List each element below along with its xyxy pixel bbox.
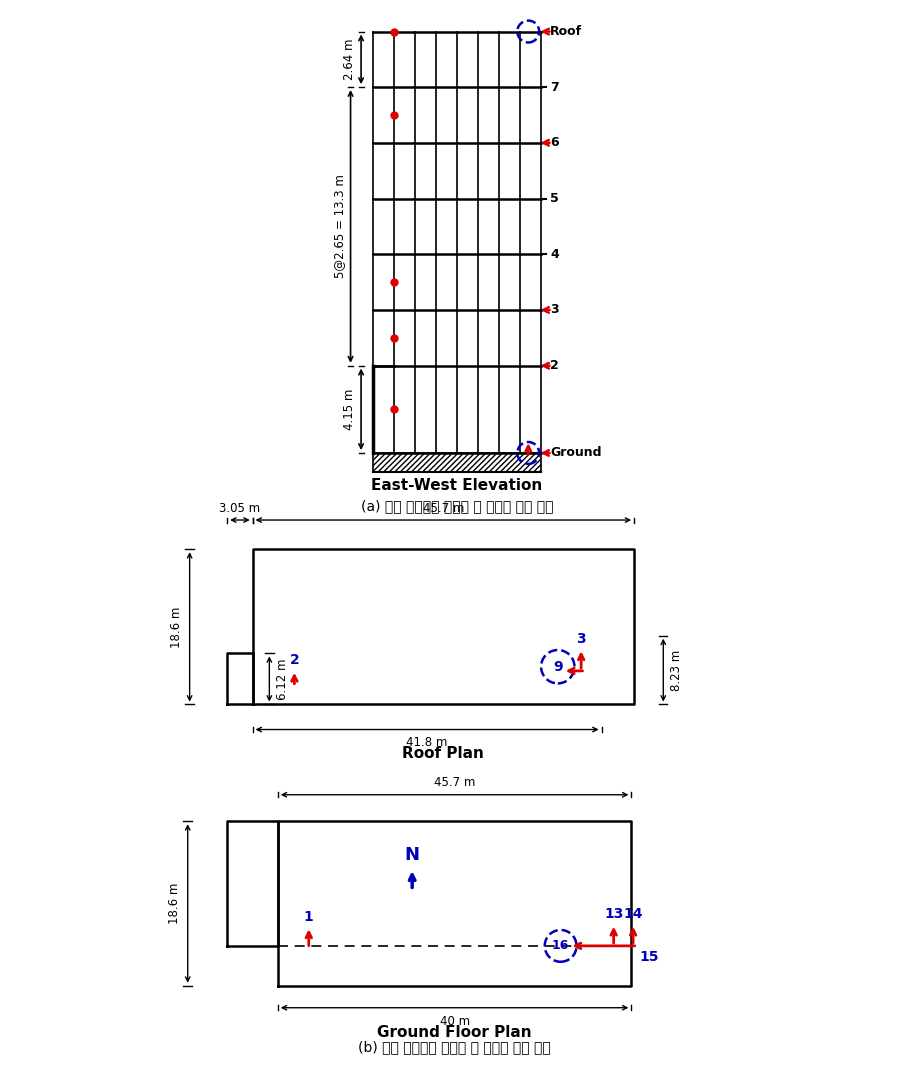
Text: (b) 기준 시설물의 평면도 및 계측기 설치 위치: (b) 기준 시설물의 평면도 및 계측기 설치 위치	[358, 1040, 550, 1054]
Text: (a) 기준 시설물의 입면도 및 계측기 설치 위치: (a) 기준 시설물의 입면도 및 계측기 설치 위치	[360, 499, 552, 513]
Text: 40 m: 40 m	[439, 1015, 469, 1028]
Text: 3: 3	[549, 303, 558, 317]
Text: 5@2.65 = 13.3 m: 5@2.65 = 13.3 m	[333, 174, 345, 278]
Text: 45.7 m: 45.7 m	[434, 777, 474, 790]
Text: 18.6 m: 18.6 m	[168, 882, 180, 924]
Text: 41.8 m: 41.8 m	[406, 736, 447, 749]
Text: Ground Floor Plan: Ground Floor Plan	[377, 1025, 531, 1040]
Text: 4: 4	[549, 248, 558, 260]
Text: 6.12 m: 6.12 m	[276, 658, 289, 700]
Text: Roof Plan: Roof Plan	[402, 746, 483, 761]
Text: 13: 13	[603, 907, 622, 921]
Text: 5: 5	[549, 192, 558, 205]
Text: 2.64 m: 2.64 m	[343, 38, 356, 80]
Text: 3.05 m: 3.05 m	[219, 503, 260, 515]
Text: 7: 7	[549, 81, 558, 94]
Text: 9: 9	[552, 659, 562, 673]
Text: 3: 3	[575, 632, 585, 646]
Text: East-West Elevation: East-West Elevation	[371, 478, 542, 493]
Text: 4.15 m: 4.15 m	[343, 388, 356, 430]
Text: 2: 2	[290, 653, 299, 667]
Text: Ground: Ground	[549, 446, 601, 460]
Text: 2: 2	[549, 360, 558, 372]
Text: 1: 1	[304, 910, 313, 924]
Text: 6: 6	[549, 137, 558, 149]
Text: 45.7 m: 45.7 m	[422, 503, 464, 515]
Text: 8.23 m: 8.23 m	[669, 650, 682, 690]
Text: 14: 14	[622, 907, 642, 921]
Text: 16: 16	[551, 939, 568, 953]
Text: N: N	[404, 846, 419, 864]
Text: 15: 15	[639, 951, 658, 965]
Text: Roof: Roof	[549, 25, 582, 38]
Text: 18.6 m: 18.6 m	[170, 606, 183, 648]
Bar	[373, 453, 540, 472]
